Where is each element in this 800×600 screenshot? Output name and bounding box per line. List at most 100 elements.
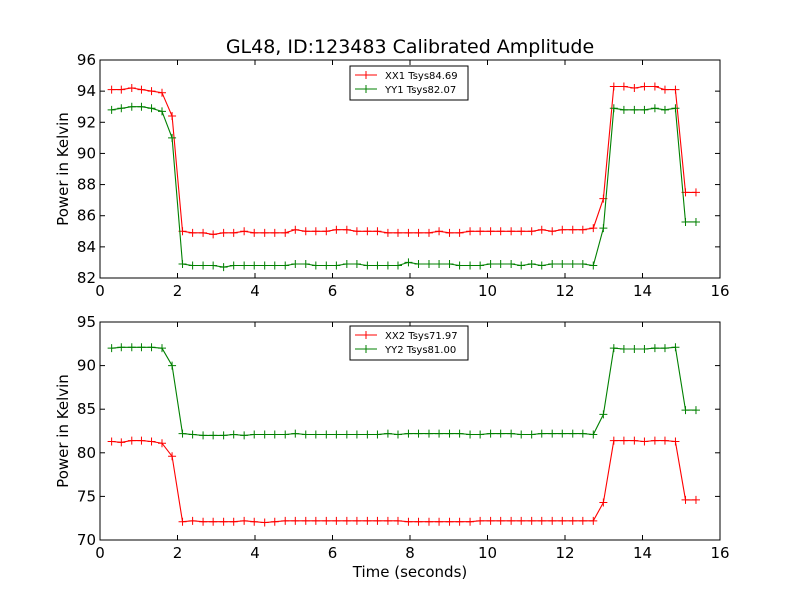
data-point bbox=[342, 516, 351, 525]
data-point bbox=[496, 227, 505, 236]
data-point bbox=[178, 517, 187, 526]
x-tick-label: 4 bbox=[250, 282, 260, 300]
y-tick-label: 90 bbox=[77, 357, 96, 375]
data-point bbox=[558, 225, 567, 234]
series-line bbox=[111, 440, 696, 524]
legend: XX1 Tsys84.69 YY1 Tsys82.07 bbox=[349, 65, 469, 101]
data-point bbox=[496, 516, 505, 525]
data-point bbox=[373, 261, 382, 270]
data-point bbox=[199, 431, 208, 440]
data-point bbox=[260, 261, 269, 270]
x-tick-label: 6 bbox=[328, 544, 338, 562]
y-tick-label: 84 bbox=[77, 238, 96, 256]
data-point bbox=[476, 430, 485, 439]
data-point bbox=[568, 516, 577, 525]
y-tick-label: 88 bbox=[77, 176, 96, 194]
data-point bbox=[507, 429, 516, 438]
data-point bbox=[342, 225, 351, 234]
data-point bbox=[199, 517, 208, 526]
x-tick-label: 16 bbox=[710, 282, 729, 300]
data-point bbox=[650, 82, 659, 91]
y-axis-label: Power in Kelvin bbox=[54, 374, 72, 488]
data-point bbox=[199, 228, 208, 237]
x-tick-label: 16 bbox=[710, 544, 729, 562]
data-point bbox=[424, 429, 433, 438]
data-point bbox=[435, 227, 444, 236]
data-point bbox=[229, 430, 238, 439]
data-point bbox=[640, 82, 649, 91]
y-tick-label: 90 bbox=[77, 144, 96, 162]
x-tick-label: 0 bbox=[95, 544, 105, 562]
data-point bbox=[568, 429, 577, 438]
data-point bbox=[548, 516, 557, 525]
data-point bbox=[158, 439, 166, 448]
data-point bbox=[107, 437, 116, 446]
data-point bbox=[137, 343, 146, 352]
data-point bbox=[188, 430, 197, 439]
data-point bbox=[599, 224, 608, 233]
data-point bbox=[393, 516, 402, 525]
data-point bbox=[342, 430, 351, 439]
data-point bbox=[322, 430, 331, 439]
data-point bbox=[393, 261, 402, 270]
data-point bbox=[168, 133, 177, 142]
data-point bbox=[537, 429, 546, 438]
data-point bbox=[537, 516, 546, 525]
data-point bbox=[404, 517, 413, 526]
data-point bbox=[517, 227, 526, 236]
data-point bbox=[558, 516, 567, 525]
legend-label: XX2 Tsys71.97 bbox=[385, 331, 458, 342]
data-point bbox=[117, 343, 126, 352]
data-point bbox=[660, 85, 669, 94]
data-point bbox=[188, 261, 197, 270]
data-point bbox=[681, 217, 690, 226]
x-tick-label: 8 bbox=[405, 282, 415, 300]
data-point bbox=[219, 263, 228, 272]
y-tick-label: 94 bbox=[77, 82, 96, 100]
series-line bbox=[111, 346, 696, 436]
data-point bbox=[435, 259, 444, 268]
data-point bbox=[107, 344, 116, 353]
legend-box bbox=[349, 325, 469, 361]
series-1 bbox=[107, 436, 700, 527]
data-point bbox=[209, 517, 218, 526]
data-point bbox=[117, 104, 126, 113]
data-point bbox=[229, 228, 238, 237]
data-point bbox=[404, 429, 413, 438]
y-tick-label: 92 bbox=[77, 113, 96, 131]
data-point bbox=[291, 429, 300, 438]
data-point bbox=[455, 429, 464, 438]
data-point bbox=[507, 516, 516, 525]
data-point bbox=[476, 227, 485, 236]
y-tick-label: 75 bbox=[77, 487, 96, 505]
data-point bbox=[568, 259, 577, 268]
data-point bbox=[671, 104, 680, 113]
data-point bbox=[671, 437, 680, 446]
data-point bbox=[281, 261, 290, 270]
data-point bbox=[619, 436, 628, 445]
data-point bbox=[548, 227, 557, 236]
data-point bbox=[527, 516, 536, 525]
data-point bbox=[671, 343, 680, 352]
series-line bbox=[111, 106, 696, 268]
data-point bbox=[414, 429, 423, 438]
data-point bbox=[578, 516, 587, 525]
data-point bbox=[209, 230, 218, 239]
data-point bbox=[250, 228, 259, 237]
data-point bbox=[486, 429, 495, 438]
data-point bbox=[435, 517, 444, 526]
data-point bbox=[486, 259, 495, 268]
data-point bbox=[137, 436, 146, 445]
legend-label: YY2 Tsys81.00 bbox=[384, 345, 456, 356]
data-point bbox=[158, 107, 166, 116]
data-point bbox=[466, 430, 475, 439]
data-point bbox=[671, 85, 680, 94]
data-point bbox=[168, 452, 177, 461]
x-axis-label: Time (seconds) bbox=[352, 563, 468, 581]
data-point bbox=[568, 225, 577, 234]
data-point bbox=[270, 261, 279, 270]
data-point bbox=[209, 431, 218, 440]
data-point bbox=[117, 85, 126, 94]
data-point bbox=[158, 344, 166, 353]
data-point bbox=[691, 217, 700, 226]
